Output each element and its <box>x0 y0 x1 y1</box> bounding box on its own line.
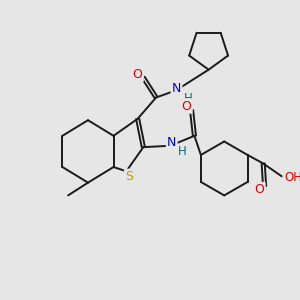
Text: O: O <box>182 100 191 112</box>
Text: H: H <box>184 92 192 105</box>
Text: S: S <box>125 170 133 183</box>
Text: N: N <box>167 136 176 149</box>
Text: O: O <box>255 183 264 196</box>
Text: H: H <box>178 146 187 158</box>
Text: N: N <box>172 82 181 95</box>
Text: OH: OH <box>285 171 300 184</box>
Text: O: O <box>133 68 142 81</box>
